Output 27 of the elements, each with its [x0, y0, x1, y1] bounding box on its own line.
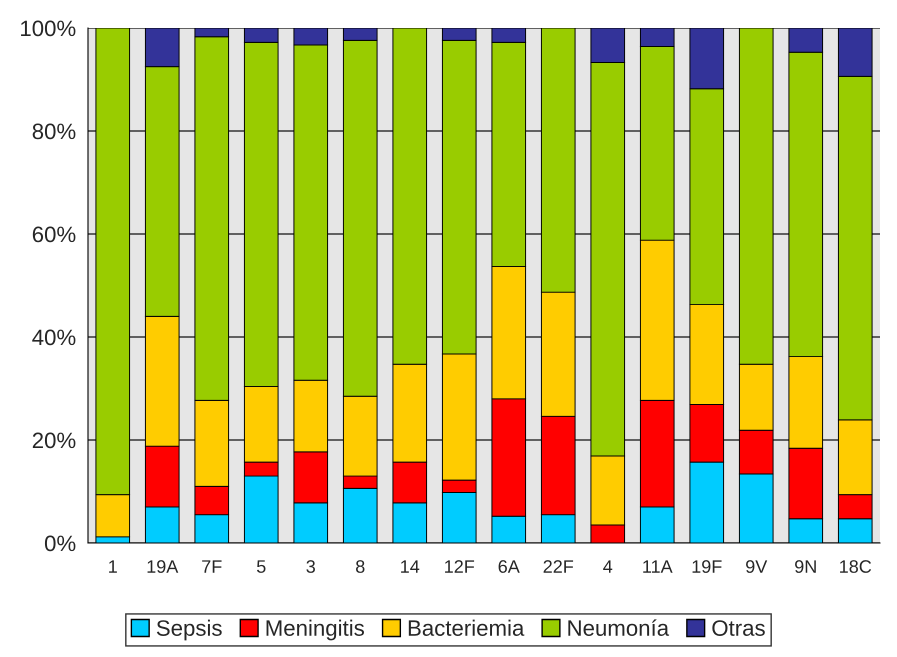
- legend-label: Neumonía: [568, 619, 670, 636]
- x-tick-label: 4: [603, 560, 612, 573]
- x-tick-label: 1: [109, 560, 117, 573]
- y-tick-label: 60%: [32, 226, 76, 242]
- x-tick-label: 11A: [643, 560, 673, 573]
- x-tick-label: 3: [306, 560, 315, 573]
- x-tick-label: 19A: [148, 560, 178, 573]
- x-tick-label: 8: [356, 560, 364, 573]
- x-tick-label: 6A: [498, 560, 520, 573]
- y-tick-label: 20%: [32, 432, 76, 448]
- legend-label: Sepsis: [156, 620, 222, 640]
- legend-label: Bacteriemia: [408, 620, 524, 636]
- x-tick-label: 14: [401, 560, 420, 573]
- x-tick-label: 19F: [692, 560, 722, 573]
- y-tick-label: 40%: [32, 330, 76, 346]
- y-tick-label: 100%: [21, 20, 76, 36]
- x-tick-label: 7F: [202, 560, 222, 573]
- y-tick-label: 80%: [32, 124, 76, 140]
- x-tick-label: 12F: [445, 560, 474, 573]
- legend-label: Meningitis: [266, 620, 364, 640]
- legend-label: Otras: [712, 620, 765, 636]
- x-tick-label: 22F: [544, 560, 574, 573]
- x-tick-label: 9V: [746, 560, 768, 573]
- y-tick-label: 0%: [44, 536, 76, 552]
- x-tick-label: 5: [256, 560, 266, 573]
- x-tick-label: 18C: [840, 560, 872, 573]
- x-tick-label: 9N: [795, 560, 816, 573]
